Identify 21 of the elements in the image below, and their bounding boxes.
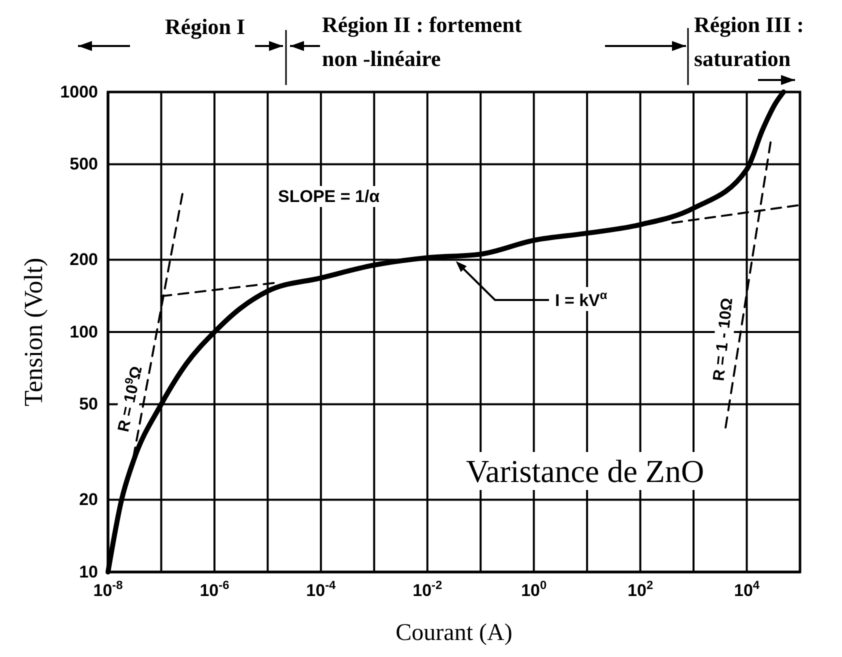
annotation: R = 1 - 10Ω (710, 296, 736, 382)
text: Région III : saturation (694, 12, 804, 71)
y-axis-title: Tension (Volt) (19, 258, 48, 406)
y-tick-label: 50 (79, 394, 98, 414)
y-tick-label: 200 (70, 250, 98, 270)
x-tick-label: 10$^{-2}$ (412, 578, 443, 600)
annotation: Varistance de ZnO (466, 453, 704, 489)
y-tick-label: 100 (70, 322, 98, 342)
x-tick-label: 10$^{-6}$ (200, 578, 230, 600)
x-tick-label: 10$^{-4}$ (306, 578, 336, 600)
x-tick-label: 10$^{2}$ (628, 578, 654, 600)
annotation: SLOPE = 1/α (278, 187, 380, 206)
x-axis-title: Courant (A) (396, 620, 512, 646)
text: Région I (164, 14, 246, 39)
y-tick-label: 20 (79, 490, 98, 510)
y-tick-label: 500 (70, 154, 98, 174)
x-tick-label: 10$^{0}$ (521, 578, 547, 600)
y-tick-label: 1000 (60, 82, 98, 102)
annotation: I = kV$^{α}$ (555, 288, 608, 310)
text: Région II : fortement non -linéaire (322, 12, 522, 71)
x-tick-label: 10$^{4}$ (734, 578, 760, 600)
